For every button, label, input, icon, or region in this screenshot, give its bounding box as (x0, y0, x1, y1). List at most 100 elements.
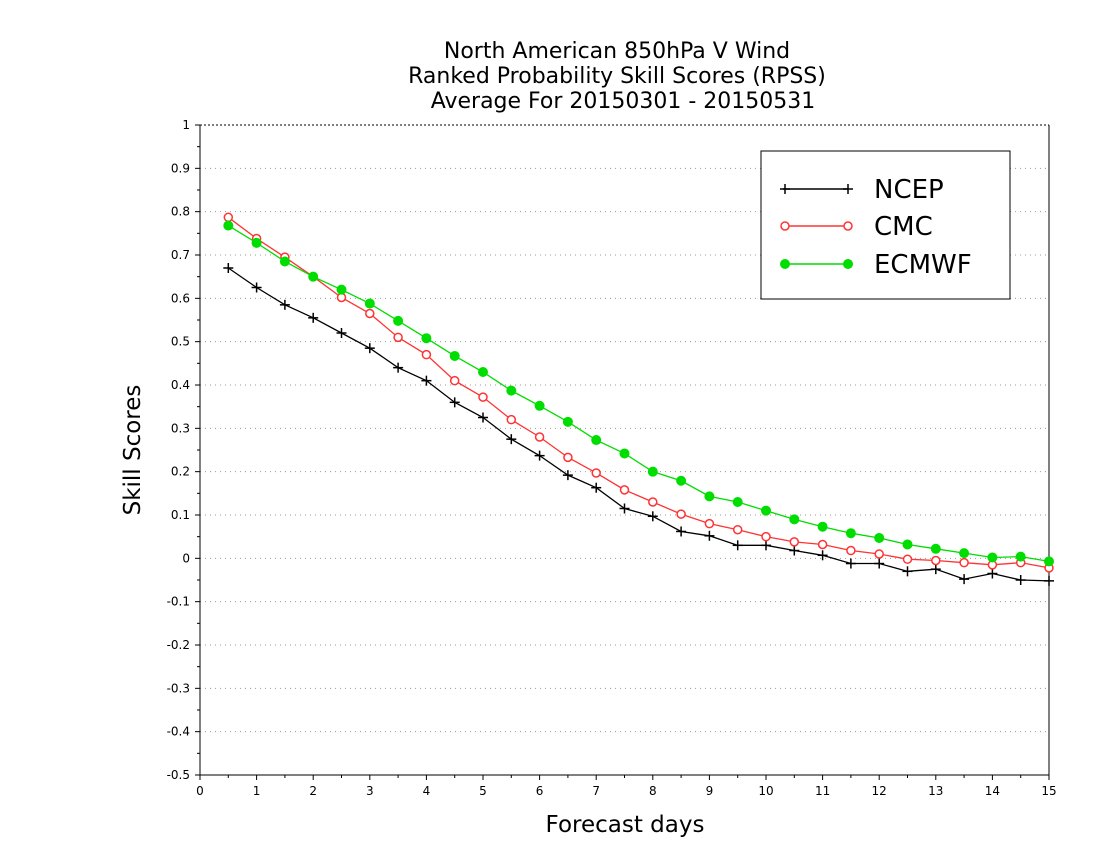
x-tick-label: 13 (928, 784, 943, 798)
data-point (959, 574, 970, 585)
x-axis-label: Forecast days (546, 812, 705, 838)
data-point (421, 349, 432, 360)
x-tick-label: 1 (253, 784, 261, 798)
x-tick-label: 7 (592, 784, 600, 798)
data-point (449, 397, 460, 408)
data-point (449, 375, 460, 386)
data-point (562, 416, 573, 427)
x-tick-label: 0 (196, 784, 204, 798)
data-point (478, 412, 488, 423)
x-tick-label: 2 (309, 784, 317, 798)
data-point (449, 350, 460, 361)
data-point (789, 537, 800, 547)
data-point (676, 509, 686, 519)
data-point (279, 299, 290, 310)
data-point (959, 548, 970, 559)
y-tick-label: 0 (182, 551, 190, 565)
y-tick-label: -0.1 (167, 595, 190, 609)
data-point (223, 220, 234, 231)
y-tick-label: 0.8 (171, 205, 190, 219)
y-tick-label: 0.3 (171, 421, 190, 435)
data-point (902, 566, 913, 577)
data-point (421, 375, 432, 386)
data-point (619, 503, 630, 514)
axes: -0.5 -0.4 -0.3 -0.2 -0.1 0 0.1 0.2 0.3 0.4 0.5 0.6 0… (167, 118, 1057, 798)
legend-item-ecmwf: ECMWF (780, 250, 972, 280)
series-ncep (223, 263, 1054, 586)
data-point (761, 540, 771, 551)
data-point (223, 263, 234, 273)
data-point (308, 271, 319, 282)
data-point (478, 367, 488, 377)
data-point (393, 315, 404, 326)
data-point (931, 555, 941, 566)
data-point (902, 554, 913, 564)
data-point (902, 539, 913, 550)
data-point (251, 237, 262, 248)
data-point (506, 385, 517, 396)
data-point (421, 333, 432, 344)
y-tick-label: 0.6 (171, 291, 190, 305)
legend: NCEP CMC ECMWF (760, 150, 1011, 300)
data-point (336, 292, 347, 303)
data-point (845, 558, 856, 569)
x-tick-label: 3 (366, 784, 374, 798)
data-point (845, 528, 856, 539)
x-tick-label: 15 (1041, 784, 1056, 798)
legend-label: NCEP (874, 175, 944, 205)
data-point (534, 450, 545, 461)
data-point (987, 552, 998, 563)
data-point (789, 514, 800, 525)
data-point (874, 558, 885, 569)
y-tick-label: 0.7 (171, 248, 190, 262)
y-tick-label: 0.9 (171, 161, 190, 175)
data-point (478, 392, 488, 402)
data-point (874, 532, 885, 543)
x-tick-label: 4 (423, 784, 431, 798)
legend-item-ncep: NCEP (780, 175, 944, 205)
y-tick-label: -0.4 (167, 725, 190, 739)
legend-box (760, 150, 1011, 300)
data-point (817, 539, 828, 550)
y-tick-label: 0.1 (171, 508, 190, 522)
data-point (676, 526, 687, 537)
data-point (1015, 551, 1026, 562)
data-point (336, 328, 347, 338)
data-point (619, 485, 630, 495)
y-tick-label: -0.3 (167, 681, 190, 695)
legend-label: CMC (874, 212, 933, 242)
data-point (648, 497, 658, 507)
data-point (874, 549, 884, 559)
data-point (789, 545, 800, 556)
data-point (393, 362, 404, 373)
data-point (704, 530, 715, 541)
data-point (930, 543, 941, 554)
data-point (562, 470, 573, 481)
y-tick-label: -0.5 (167, 768, 190, 782)
data-point (647, 511, 658, 522)
data-point (223, 212, 234, 223)
data-point (1044, 575, 1054, 586)
data-point (336, 284, 347, 295)
data-point (987, 568, 998, 579)
data-point (817, 550, 828, 561)
data-point (930, 564, 941, 575)
data-point (534, 432, 545, 442)
data-point (647, 466, 658, 477)
data-point (619, 448, 630, 459)
data-point (279, 256, 290, 267)
data-point (676, 475, 687, 486)
chart-title-line-1: North American 850hPa V Wind (444, 39, 790, 64)
chart-title-line-3: Average For 20150301 - 20150531 (431, 89, 816, 114)
legend-label: ECMWF (874, 250, 972, 280)
data-point (506, 414, 517, 425)
data-point (959, 557, 969, 568)
x-tick-label: 14 (985, 784, 1000, 798)
legend-item-cmc: CMC (780, 212, 933, 242)
chart-title: North American 850hPa V Wind Ranked Prob… (408, 39, 826, 114)
data-point (817, 521, 828, 532)
data-point (732, 497, 743, 507)
y-tick-label: -0.2 (167, 638, 190, 652)
chart-title-line-2: Ranked Probability Skill Scores (RPSS) (408, 64, 826, 89)
